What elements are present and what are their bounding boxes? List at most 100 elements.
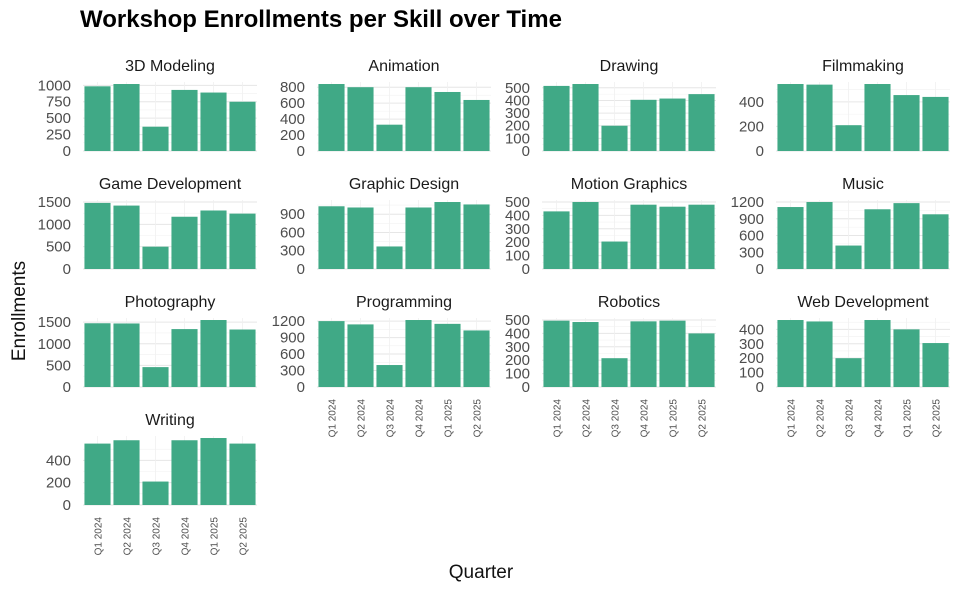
y-tick-label: 100 bbox=[505, 366, 530, 383]
x-tick-label: Q4 2024 bbox=[181, 517, 192, 556]
bar-motion-graphics-q2-2024 bbox=[572, 202, 599, 269]
y-tick-label: 400 bbox=[505, 325, 530, 342]
y-tick-label: 300 bbox=[739, 336, 764, 353]
bar-game-development-q1-2024 bbox=[84, 202, 111, 269]
bar-writing-q2-2025 bbox=[229, 443, 256, 505]
bar-motion-graphics-q4-2024 bbox=[630, 204, 657, 269]
bar-music-q2-2025 bbox=[922, 214, 949, 269]
bar-photography-q2-2024 bbox=[113, 323, 140, 387]
y-tick-label: 600 bbox=[280, 224, 305, 241]
bar-web-development-q4-2024 bbox=[864, 320, 891, 387]
x-tick-label: Q4 2024 bbox=[640, 399, 651, 438]
panel-filmmaking: 0 200 400 Filmmaking bbox=[739, 58, 950, 160]
y-tick-label: 750 bbox=[46, 94, 71, 111]
bar-motion-graphics-q1-2025 bbox=[659, 206, 686, 269]
y-tick-label: 200 bbox=[505, 352, 530, 369]
panel-title: 3D Modeling bbox=[125, 58, 215, 75]
bar-motion-graphics-q2-2025 bbox=[688, 204, 715, 269]
bar-photography-q4-2024 bbox=[171, 329, 198, 387]
y-tick-label: 0 bbox=[63, 143, 71, 160]
panel-title: Motion Graphics bbox=[571, 176, 688, 193]
bar-3d-modeling-q1-2024 bbox=[84, 86, 111, 151]
y-tick-label: 900 bbox=[739, 211, 764, 228]
bar-3d-modeling-q4-2024 bbox=[171, 89, 198, 151]
bar-music-q1-2025 bbox=[893, 203, 920, 269]
x-tick-label: Q2 2024 bbox=[357, 399, 368, 438]
bar-3d-modeling-q2-2025 bbox=[229, 101, 256, 151]
bar-game-development-q2-2025 bbox=[229, 213, 256, 269]
x-tick-label: Q4 2024 bbox=[874, 399, 885, 438]
x-tick-label: Q3 2024 bbox=[845, 399, 856, 438]
bar-filmmaking-q4-2024 bbox=[864, 84, 891, 151]
y-tick-label: 100 bbox=[505, 248, 530, 265]
panel-title: Writing bbox=[145, 412, 195, 429]
bar-graphic-design-q3-2024 bbox=[376, 246, 403, 269]
bar-web-development-q2-2024 bbox=[806, 321, 833, 387]
bar-3d-modeling-q2-2024 bbox=[113, 84, 140, 151]
x-tick-label: Q1 2025 bbox=[210, 517, 221, 556]
y-tick-label: 1000 bbox=[38, 336, 71, 353]
bar-drawing-q2-2024 bbox=[572, 84, 599, 151]
bar-3d-modeling-q3-2024 bbox=[142, 126, 169, 151]
bar-photography-q3-2024 bbox=[142, 367, 169, 387]
x-tick-label: Q1 2024 bbox=[94, 517, 105, 556]
x-tick-label: Q1 2025 bbox=[903, 399, 914, 438]
x-tick-label: Q2 2025 bbox=[932, 399, 943, 438]
bar-robotics-q2-2024 bbox=[572, 322, 599, 387]
y-tick-label: 900 bbox=[280, 330, 305, 347]
bar-robotics-q1-2024 bbox=[543, 320, 570, 387]
y-tick-label: 1000 bbox=[38, 77, 71, 94]
bar-graphic-design-q1-2024 bbox=[318, 206, 345, 269]
bar-animation-q2-2025 bbox=[463, 99, 490, 151]
panel-photography: 0 500 1000 1500 Photography bbox=[38, 294, 257, 396]
x-tick-label: Q4 2024 bbox=[415, 399, 426, 438]
y-tick-label: 400 bbox=[739, 321, 764, 338]
bar-graphic-design-q4-2024 bbox=[405, 207, 432, 269]
x-tick-label: Q1 2025 bbox=[444, 399, 455, 438]
bar-programming-q2-2024 bbox=[347, 324, 374, 387]
y-tick-label: 300 bbox=[280, 363, 305, 380]
y-tick-label: 1500 bbox=[38, 314, 71, 331]
bar-drawing-q2-2025 bbox=[688, 94, 715, 151]
y-tick-label: 300 bbox=[739, 244, 764, 261]
y-tick-label: 300 bbox=[505, 105, 530, 122]
bar-robotics-q3-2024 bbox=[601, 358, 628, 387]
x-tick-label: Q2 2024 bbox=[816, 399, 827, 438]
bar-web-development-q1-2025 bbox=[893, 329, 920, 387]
x-tick-label: Q1 2024 bbox=[787, 399, 798, 438]
y-tick-label: 0 bbox=[522, 261, 530, 278]
y-tick-label: 1200 bbox=[731, 194, 764, 211]
y-tick-label: 300 bbox=[280, 243, 305, 260]
bar-animation-q1-2025 bbox=[434, 91, 461, 151]
x-axis-label: Quarter bbox=[448, 562, 514, 583]
bar-graphic-design-q2-2025 bbox=[463, 204, 490, 269]
y-tick-label: 500 bbox=[46, 239, 71, 256]
y-tick-label: 0 bbox=[297, 261, 305, 278]
y-tick-label: 400 bbox=[280, 111, 305, 128]
bar-writing-q4-2024 bbox=[171, 440, 198, 505]
y-tick-label: 400 bbox=[505, 207, 530, 224]
y-tick-label: 0 bbox=[522, 379, 530, 396]
bar-web-development-q3-2024 bbox=[835, 358, 862, 387]
y-tick-label: 600 bbox=[280, 95, 305, 112]
bar-graphic-design-q2-2024 bbox=[347, 207, 374, 269]
panel-title: Animation bbox=[368, 58, 439, 75]
bar-robotics-q4-2024 bbox=[630, 321, 657, 387]
bar-writing-q2-2024 bbox=[113, 440, 140, 505]
y-tick-label: 600 bbox=[739, 228, 764, 245]
bar-programming-q1-2025 bbox=[434, 323, 461, 387]
x-tick-label: Q1 2024 bbox=[328, 399, 339, 438]
bar-photography-q1-2024 bbox=[84, 323, 111, 387]
bar-game-development-q3-2024 bbox=[142, 246, 169, 269]
y-tick-label: 500 bbox=[505, 80, 530, 97]
panel-title: Robotics bbox=[598, 294, 660, 311]
y-tick-label: 300 bbox=[505, 339, 530, 356]
bar-motion-graphics-q3-2024 bbox=[601, 241, 628, 269]
y-tick-label: 1500 bbox=[38, 194, 71, 211]
panel-writing: 0 200 400 Writing Q1 2024 Q2 2024 Q3 2024 Q4 20… bbox=[46, 412, 257, 555]
bar-programming-q4-2024 bbox=[405, 320, 432, 387]
